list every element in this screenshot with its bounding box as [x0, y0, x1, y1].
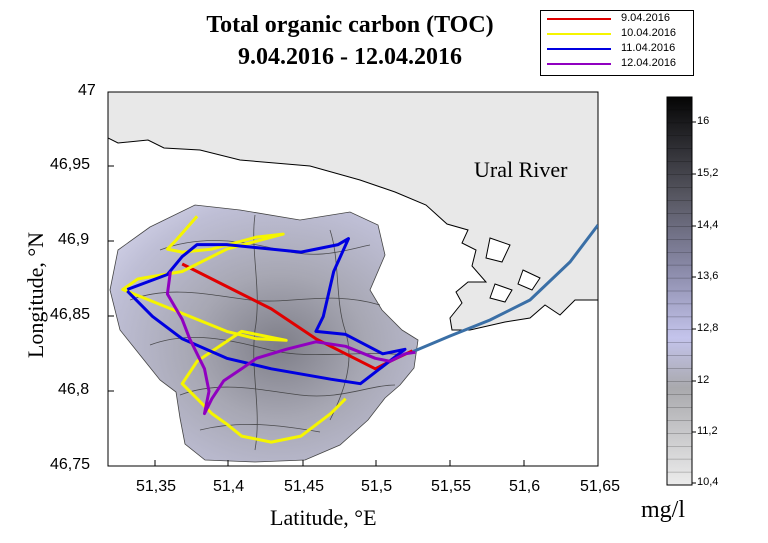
- chart-title: Total organic carbon (TOC): [206, 12, 494, 38]
- colorbar-tick-label: 13,6: [697, 270, 719, 282]
- x-tick-label: 51,5: [361, 478, 393, 495]
- ship-track-12-04-2016: [165, 271, 416, 416]
- ural-river: [411, 224, 598, 354]
- x-axis-label: Latitude, °E: [270, 505, 377, 530]
- legend-swatch: [547, 48, 611, 50]
- colorbar-tick-label: 12: [697, 374, 710, 386]
- x-tick-label: 51,45: [284, 478, 325, 495]
- y-tick-label: 46,95: [50, 156, 91, 173]
- ship-track-11-04-2016: [126, 237, 407, 386]
- legend-item: 9.04.2016: [541, 12, 693, 26]
- x-tick-label: 51,55: [431, 478, 472, 495]
- x-tick-label: 51,4: [213, 478, 245, 495]
- legend: 9.04.2016 10.04.2016 11.04.2016 12.04.20…: [540, 10, 694, 76]
- y-tick-label: 46,8: [58, 381, 90, 398]
- colorbar-tick-label: 11,2: [697, 425, 718, 437]
- colorbar-tick-label: 12,8: [697, 322, 719, 334]
- legend-label: 9.04.2016: [621, 12, 670, 24]
- y-tick-label: 46,85: [50, 306, 91, 323]
- x-tick-label: 51,35: [136, 478, 177, 495]
- colorbar-tick-label: 14,4: [697, 219, 719, 231]
- x-tick-label: 51,65: [580, 478, 621, 495]
- colorbar-tick-label: 16: [697, 115, 710, 127]
- y-tick-label: 46,75: [50, 456, 91, 473]
- x-tick-label: 51,6: [509, 478, 541, 495]
- y-tick-marks: [108, 91, 114, 467]
- legend-item: 11.04.2016: [541, 42, 693, 56]
- legend-label: 12.04.2016: [621, 57, 677, 69]
- colorbar-bands: [667, 109, 692, 473]
- legend-swatch: [547, 63, 611, 65]
- y-tick-label: 47: [78, 82, 96, 99]
- colorbar-tick-marks: [692, 121, 696, 484]
- colorbar-tick-label: 15,2: [697, 167, 719, 179]
- y-axis-label: Longitude, °N: [23, 231, 48, 359]
- y-tick-label: 46,9: [58, 231, 90, 248]
- legend-item: 12.04.2016: [541, 57, 693, 71]
- ship-track-10-04-2016: [121, 215, 347, 444]
- colorbar-tick-label: 10,4: [697, 476, 719, 488]
- x-tick-marks: [154, 460, 599, 466]
- legend-item: 10.04.2016: [541, 27, 693, 41]
- legend-label: 10.04.2016: [621, 27, 677, 39]
- coastline-islands: [485, 237, 541, 303]
- coastline-land: [108, 92, 598, 331]
- colorbar-unit: mg/l: [641, 497, 686, 523]
- legend-swatch: [547, 33, 611, 35]
- river-label: Ural River: [474, 157, 568, 182]
- chart-subtitle: 9.04.2016 - 12.04.2016: [238, 44, 462, 70]
- legend-label: 11.04.2016: [621, 42, 676, 54]
- legend-swatch: [547, 18, 611, 20]
